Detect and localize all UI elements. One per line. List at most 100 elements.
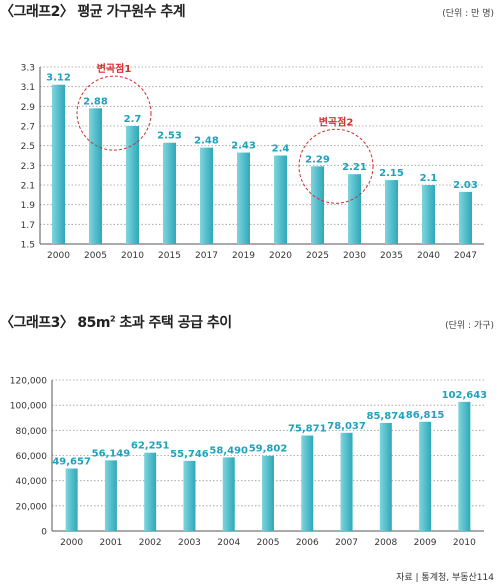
chart1-bar [311,166,324,244]
chart2-xtick-label: 2002 [139,538,162,548]
chart2-bar [301,435,314,531]
chart2-data-label: 59,802 [249,444,288,455]
chart1-bar [348,174,361,244]
chart2-bar [104,460,117,531]
chart2-bar [222,457,235,531]
chart2-xtick-label: 2000 [60,538,83,548]
chart2-xtick-label: 2004 [217,538,240,548]
inflection-circle-1 [76,75,152,151]
chart1-ytick-label: 2.7 [21,123,35,133]
chart1-xtick-label: 2047 [454,251,477,261]
chart1-ytick-label: 2.9 [21,103,36,113]
chart2-title-prefix: 〈그래프3〉 [0,315,74,331]
chart2-data-label: 55,746 [170,449,209,460]
chart2-ytick-label: 40,000 [16,477,48,487]
chart1-xtick-label: 2030 [343,251,366,261]
chart1-title-prefix: 〈그래프2〉 [0,4,74,20]
chart1-plot: 3.3 3.1 2.9 2.7 2.5 2.3 2.1 1.9 1.7 1.5 3.12 2000 2.… [21,62,484,261]
chart2-title: 85m2 초과 주택 공급 추이 [77,312,232,332]
chart1-bar [274,155,287,244]
inflection-label-2: 변곡점2 [319,115,354,128]
inflection-circle-2 [298,128,374,204]
chart1-ytick-label: 3.1 [21,83,35,93]
chart1-xtick-label: 2015 [158,251,181,261]
chart1-ytick-label: 1.5 [21,241,35,251]
chart2-ytick-label: 80,000 [16,427,48,437]
chart1-data-label: 2.1 [420,173,438,184]
chart1-bar [163,142,176,244]
chart2-xtick-label: 2007 [335,538,358,548]
chart1-xtick-label: 2000 [47,251,70,261]
chart2-xtick-label: 2006 [296,538,319,548]
chart1-bar [422,185,435,244]
chart1-bar [385,180,398,244]
chart2-bar [262,455,274,531]
chart1-unit: (단위 : 만 명) [442,9,494,19]
chart2-bar [65,468,78,531]
chart2-data-label: 56,149 [92,448,131,459]
chart2-ytick-label: 60,000 [16,452,48,462]
chart1-xtick-label: 2020 [269,251,292,261]
chart2-bar [183,460,196,531]
chart2-ytick-label: 20,000 [16,502,48,512]
chart2-plot: 120,000 100,000 80,000 60,000 40,000 20,000 0 4… [10,377,488,549]
source-note: 자료 | 통계청, 부동산114 [396,573,494,583]
chart2-unit: (단위 : 가구) [445,321,494,331]
chart2-ytick-label: 100,000 [10,402,47,412]
chart2-xtick-label: 2009 [414,538,437,548]
chart2-data-label: 86,815 [406,410,445,421]
chart2-bar [144,452,157,531]
chart1-ytick-label: 1.7 [21,221,35,231]
chart1-data-label: 2.4 [272,144,290,155]
chart1-bar [237,152,250,244]
inflection-label-1: 변곡점1 [97,62,132,75]
chart1-xtick-label: 2019 [232,251,255,261]
chart1-ytick-label: 3.3 [21,64,35,74]
chart2-bar [419,421,432,531]
chart2-data-label: 85,874 [367,411,406,422]
chart1-xtick-label: 2035 [380,251,403,261]
chart1-data-label: 2.21 [342,162,367,173]
chart2-xtick-label: 2008 [374,538,397,548]
chart2-xtick-label: 2003 [178,538,201,548]
chart1-data-label: 2.53 [157,131,182,142]
chart1-data-label: 2.48 [194,136,219,147]
chart2-header: 〈그래프3〉 85m2 초과 주택 공급 추이 [0,311,232,333]
chart2-data-label: 62,251 [131,441,170,452]
chart1-xtick-label: 2025 [306,251,329,261]
chart2-title-part-a: 85m [77,315,110,331]
chart1-data-label: 2.15 [379,168,404,179]
chart2-xtick-label: 2010 [453,538,476,548]
chart2-data-label: 78,037 [327,421,366,432]
chart1-data-label: 2.29 [305,154,330,165]
chart2-data-label: 102,643 [442,390,488,401]
chart1-ytick-label: 1.9 [21,201,36,211]
chart2-xtick-label: 2005 [257,538,280,548]
chart1-title: 평균 가구원수 추계 [77,4,186,20]
chart1-xtick-label: 2010 [121,251,144,261]
chart1-ytick-label: 2.5 [21,142,35,152]
chart2-data-label: 75,871 [288,424,327,435]
chart2-bar [340,432,353,531]
chart1-ytick-label: 2.1 [21,182,35,192]
chart1-bar [89,108,102,244]
chart1-data-label: 2.7 [124,114,142,125]
chart2-ytick-label: 120,000 [10,377,47,387]
chart1-bar [52,84,65,244]
chart1-data-label: 3.12 [46,73,71,84]
chart1-data-label: 2.03 [453,180,478,191]
chart2-bar [458,401,471,531]
chart1-xtick-label: 2005 [84,251,107,261]
chart1-header: 〈그래프2〉 평균 가구원수 추계 [0,0,186,22]
chart1-data-label: 2.43 [231,141,256,152]
chart2-title-part-b: 초과 주택 공급 추이 [115,315,232,331]
chart1-xtick-label: 2040 [417,251,440,261]
chart1-bar [200,147,213,244]
chart1-bar [459,191,472,244]
chart1-ytick-label: 2.3 [21,162,35,172]
chart2-bar [379,422,392,531]
chart1-bar [126,126,139,244]
chart2-xtick-label: 2001 [99,538,122,548]
chart2-data-label: 58,490 [209,445,248,456]
chart1-data-label: 2.88 [83,96,108,107]
